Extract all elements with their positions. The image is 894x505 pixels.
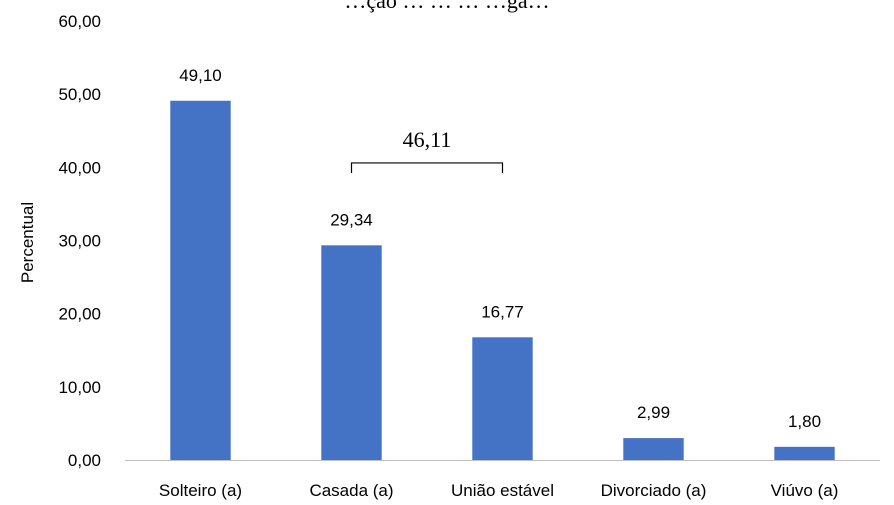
y-tick-label: 50,00 [58, 85, 101, 104]
y-tick-label: 10,00 [58, 378, 101, 397]
x-tick-label: Viúvo (a) [771, 481, 839, 500]
y-axis-title: Percentual [18, 202, 37, 283]
x-tick-label: Solteiro (a) [159, 481, 242, 500]
bracket-line [350, 162, 504, 173]
bars-group: 49,10 Solteiro (a) 29,34 Casada (a) 16,77 Uni… [159, 66, 838, 500]
bracket-annotation: 46,11 [350, 127, 504, 173]
bracket-label: 46,11 [403, 127, 452, 152]
bar [623, 438, 684, 460]
data-label: 16,77 [481, 302, 524, 321]
x-tick-label: União estável [451, 481, 554, 500]
y-tick-label: 40,00 [58, 158, 101, 177]
data-label: 29,34 [330, 210, 373, 229]
bar [472, 337, 533, 460]
x-tick-label: Divorciado (a) [601, 481, 707, 500]
chart-title: …ção … … … …ga… [344, 0, 549, 13]
data-label: 49,10 [179, 66, 222, 85]
y-axis-ticks: 0,00 10,00 20,00 30,00 40,00 50,00 60,00 [58, 12, 101, 470]
bar [321, 245, 382, 460]
y-tick-label: 20,00 [58, 305, 101, 324]
data-label: 1,80 [788, 412, 821, 431]
x-tick-label: Casada (a) [309, 481, 393, 500]
bar [774, 446, 835, 460]
data-label: 2,99 [637, 403, 670, 422]
bar [170, 100, 231, 461]
y-tick-label: 60,00 [58, 12, 101, 31]
y-tick-label: 30,00 [58, 232, 101, 251]
y-tick-label: 0,00 [68, 451, 101, 470]
